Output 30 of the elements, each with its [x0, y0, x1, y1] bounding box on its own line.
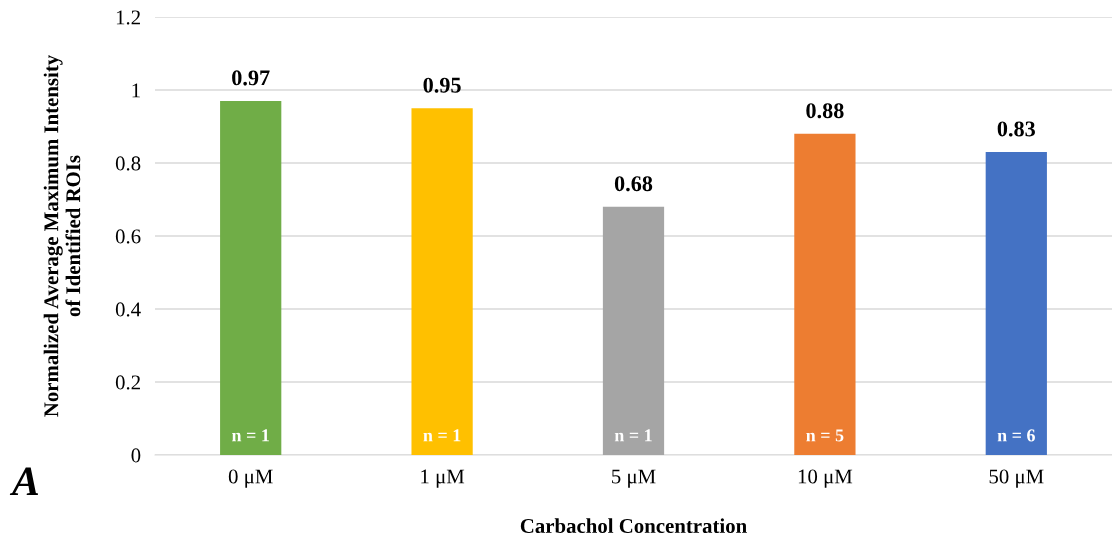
text: A — [9, 467, 39, 496]
y-tick-label: 0 — [131, 448, 141, 463]
y-tick-label: 0.2 — [115, 375, 140, 390]
x-tick-label: 10 μM — [798, 469, 853, 488]
bar — [411, 108, 473, 455]
y-axis-title: Normalized Average Maximum Intensity of Identified ROIs — [43, 55, 81, 417]
y-tick-label: 1 — [132, 83, 140, 98]
y-tick-label: 0.8 — [115, 156, 141, 171]
data-label: 0.88 — [806, 103, 844, 119]
data-label: 0.97 — [232, 70, 270, 86]
annotation: n = 1 — [231, 429, 269, 442]
annotation: n = 6 — [997, 429, 1035, 442]
data-label: 0.95 — [423, 77, 461, 93]
x-tick-label: 5 μM — [612, 469, 656, 488]
annotation: n = 1 — [423, 429, 461, 442]
data-label: 0.68 — [614, 176, 653, 192]
x-tick-label: 0 μM — [228, 469, 273, 488]
x-axis-title: Carbachol Concentration — [520, 518, 747, 533]
annotation: n = 1 — [614, 429, 652, 442]
bar — [985, 152, 1047, 455]
y-tick-label: 0.6 — [115, 229, 141, 244]
x-tick-label: 50 μM — [989, 469, 1044, 488]
bar — [602, 206, 665, 455]
bar — [794, 133, 856, 455]
data-label: 0.83 — [997, 121, 1035, 137]
annotation: n = 5 — [806, 429, 844, 442]
x-tick-label: 1 μM — [421, 469, 465, 488]
y-tick-label: 1.2 — [116, 10, 140, 25]
bar — [220, 100, 282, 455]
y-tick-label: 0.4 — [115, 302, 141, 317]
